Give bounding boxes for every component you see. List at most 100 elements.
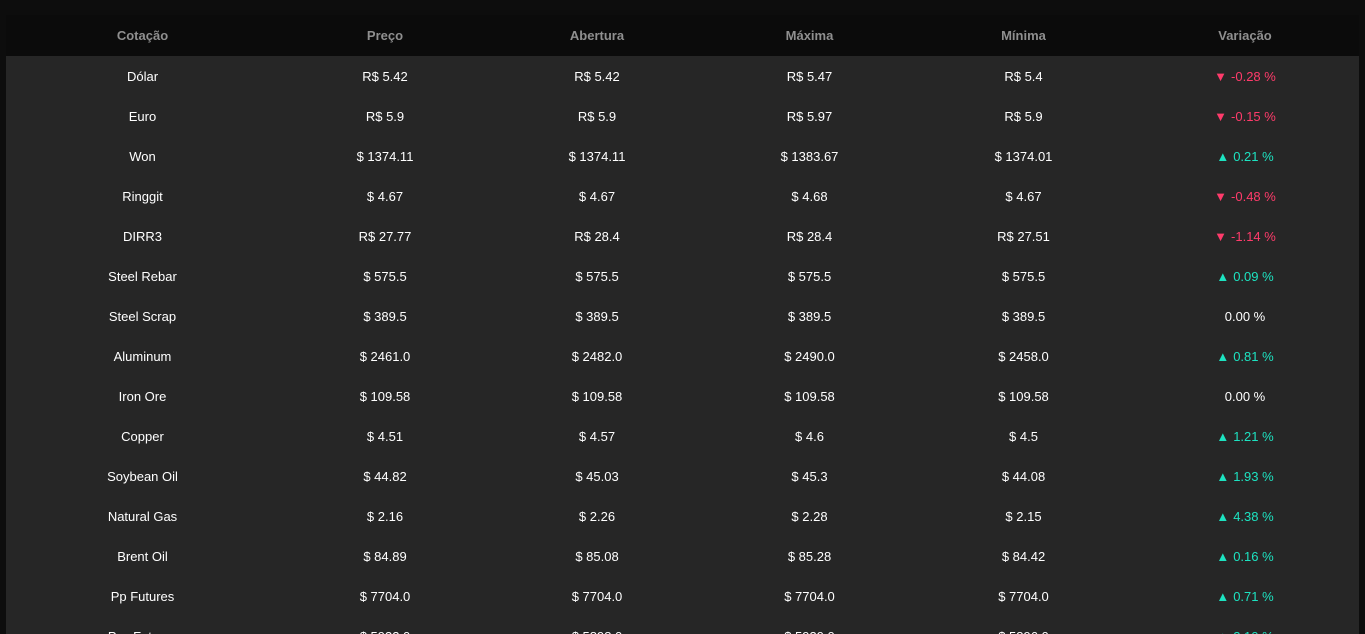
cell-high: $ 2.28: [791, 508, 828, 524]
variation-text: -0.48 %: [1231, 188, 1276, 204]
table-row: Ringgit $ 4.67 $ 4.67 $ 4.68 $ 4.67 ▼ -0.48 %: [6, 176, 1359, 216]
cell-price: $ 44.82: [363, 468, 407, 484]
variation-value: ▼ -1.14 %: [1214, 229, 1276, 244]
cell-price: $ 5932.0: [279, 629, 491, 634]
variation-text: 2.10 %: [1233, 629, 1273, 634]
cell-variation: ▲ 0.81 %: [1131, 349, 1359, 364]
variation-text: 0.81 %: [1233, 348, 1274, 364]
cell-low: R$ 5.9: [1004, 108, 1043, 124]
cell-asset-name: Aluminum: [113, 348, 172, 364]
cell-low: $ 5896.0: [916, 629, 1131, 634]
cell-variation: ▲ 0.16 %: [1131, 549, 1359, 564]
variation-text: 0.00 %: [1224, 388, 1266, 404]
cell-price: R$ 27.77: [358, 228, 412, 244]
cell-high: $ 109.58: [784, 388, 835, 404]
cell-open: $ 109.58: [571, 388, 623, 404]
variation-value: ▲ 0.81 %: [1216, 349, 1273, 364]
variation-value: ▲ 0.09 %: [1216, 269, 1273, 284]
cell-high: $ 2490.0: [784, 348, 835, 364]
variation-value: ▲ 1.93 %: [1216, 469, 1273, 484]
cell-price: R$ 5.9: [365, 108, 405, 124]
cell-low: $ 389.5: [1001, 308, 1046, 324]
table-row: Natural Gas $ 2.16 $ 2.26 $ 2.28 $ 2.15 ▲ 4.38…: [6, 496, 1359, 536]
triangle-up-icon: ▲: [1216, 588, 1230, 604]
cell-variation: 0.00 %: [1131, 389, 1359, 404]
variation-value: ▲ 0.21 %: [1216, 149, 1273, 164]
triangle-up-icon: ▲: [1216, 468, 1230, 484]
cell-high: R$ 28.4: [786, 228, 833, 244]
cell-high: $ 575.5: [787, 268, 832, 284]
cell-open: $ 4.57: [578, 428, 616, 444]
table-row: Copper $ 4.51 $ 4.57 $ 4.6 $ 4.5 ▲ 1.21 %: [6, 416, 1359, 456]
cell-open: $ 7704.0: [571, 588, 623, 604]
variation-value: ▼ -0.48 %: [1214, 189, 1276, 204]
variation-text: 4.38 %: [1233, 508, 1274, 524]
cell-low: $ 1374.01: [994, 148, 1053, 164]
cell-open: $ 45.03: [575, 468, 619, 484]
cell-asset-name: Iron Ore: [118, 388, 167, 404]
variation-text: 0.16 %: [1233, 548, 1274, 564]
cell-price: $ 2461.0: [359, 348, 411, 364]
cell-low: $ 575.5: [1001, 268, 1046, 284]
variation-text: -0.28 %: [1231, 68, 1276, 84]
cell-open: $ 389.5: [575, 308, 619, 324]
cell-low: $ 4.67: [1005, 188, 1042, 204]
cell-low: R$ 27.51: [997, 228, 1050, 244]
cell-open: $ 5898.0: [491, 629, 703, 634]
header-maxima: Máxima: [785, 28, 834, 43]
cell-open: $ 1374.11: [568, 148, 626, 164]
cell-asset-name: Won: [129, 148, 156, 164]
cell-asset-name: Dólar: [126, 68, 159, 84]
cell-variation: ▲ 0.21 %: [1131, 149, 1359, 164]
cell-variation: ▲ 4.38 %: [1131, 509, 1359, 524]
cell-variation: ▼ -0.48 %: [1131, 189, 1359, 204]
table-row: Euro R$ 5.9 R$ 5.9 R$ 5.97 R$ 5.9 ▼ -0.15 %: [6, 96, 1359, 136]
variation-value: ▲ 4.38 %: [1216, 509, 1273, 524]
cell-asset-name: Steel Rebar: [108, 268, 177, 284]
table-header: Cotação Preço Abertura Máxima Mínima Var…: [6, 15, 1359, 56]
variation-value: 0.00 %: [1225, 389, 1265, 404]
variation-text: 1.93 %: [1233, 468, 1274, 484]
cell-high: $ 389.5: [787, 308, 832, 324]
cell-open: $ 4.67: [578, 188, 616, 204]
cell-price: $ 4.51: [366, 428, 404, 444]
triangle-down-icon: ▼: [1214, 228, 1228, 244]
table-row: Steel Rebar $ 575.5 $ 575.5 $ 575.5 $ 575.5 ▲…: [6, 256, 1359, 296]
cell-low: $ 4.5: [1009, 428, 1038, 444]
cell-high: $ 45.3: [791, 468, 828, 484]
cell-high: R$ 5.97: [786, 108, 833, 124]
cell-asset-name: Soybean Oil: [107, 468, 178, 484]
variation-value: ▲ 2.10 %: [1216, 629, 1273, 634]
table-row: Iron Ore $ 109.58 $ 109.58 $ 109.58 $ 109.58…: [6, 376, 1359, 416]
cell-variation: ▲ 0.09 %: [1131, 269, 1359, 284]
triangle-up-icon: ▲: [1216, 630, 1229, 634]
cell-high: $ 1383.67: [780, 148, 839, 164]
table-row: Steel Scrap $ 389.5 $ 389.5 $ 389.5 $ 389.5 0…: [6, 296, 1359, 336]
cell-high: $ 5939.0: [703, 629, 916, 634]
cell-price: R$ 5.42: [362, 68, 408, 84]
cell-asset-name: Pvc Futures: [6, 629, 279, 634]
cell-variation: ▲ 0.71 %: [1131, 589, 1359, 604]
cell-asset-name: Ringgit: [122, 188, 163, 204]
cell-price: $ 575.5: [363, 268, 407, 284]
variation-text: -1.14 %: [1231, 228, 1276, 244]
variation-text: 0.09 %: [1233, 268, 1274, 284]
triangle-up-icon: ▲: [1216, 148, 1230, 164]
variation-value: ▼ -0.15 %: [1214, 109, 1276, 124]
variation-value: ▲ 0.71 %: [1216, 589, 1273, 604]
cell-price: $ 389.5: [363, 308, 407, 324]
cell-asset-name: Natural Gas: [107, 508, 178, 524]
header-abertura: Abertura: [569, 28, 625, 43]
cell-low: $ 2.15: [1005, 508, 1042, 524]
cell-asset-name: Brent Oil: [117, 548, 168, 564]
cell-variation: ▲ 2.10 %: [1131, 629, 1359, 634]
cell-low: R$ 5.4: [1004, 68, 1043, 84]
variation-text: 1.21 %: [1233, 428, 1274, 444]
table-row: Brent Oil $ 84.89 $ 85.08 $ 85.28 $ 84.42 ▲ 0.…: [6, 536, 1359, 576]
cell-asset-name: DIRR3: [122, 228, 162, 244]
variation-value: ▲ 0.16 %: [1216, 549, 1273, 564]
variation-text: 0.00 %: [1224, 308, 1266, 324]
header-minima: Mínima: [1001, 28, 1046, 43]
cell-open: R$ 28.4: [574, 228, 620, 244]
